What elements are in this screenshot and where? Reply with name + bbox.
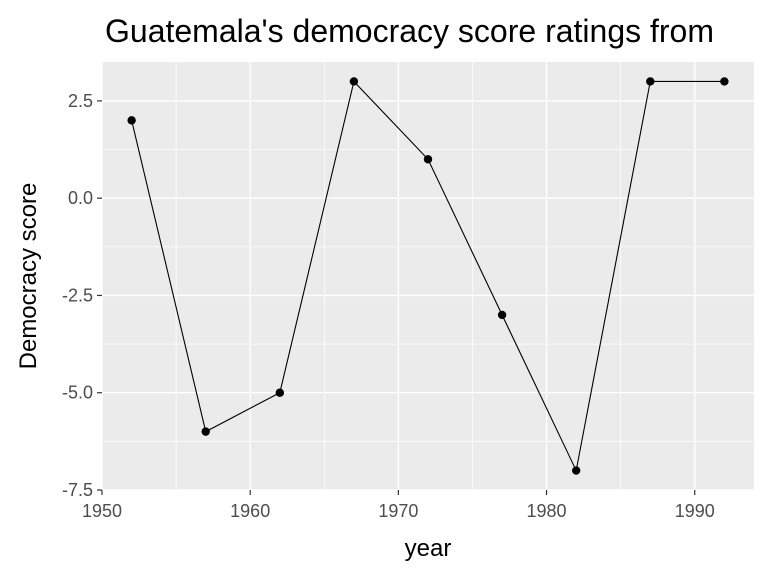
- y-tick-label: 0.0: [68, 188, 93, 208]
- x-tick-label: 1950: [82, 501, 122, 521]
- data-point: [127, 116, 136, 125]
- x-tick-label: 1960: [230, 501, 270, 521]
- axis-ticks: 1950 1960 1970 1980 1990 -7.5 -5.0 -2.5 0.0 2.5: [62, 91, 715, 521]
- data-point: [201, 427, 210, 436]
- x-tick-label: 1970: [378, 501, 418, 521]
- x-axis-title: year: [405, 535, 452, 562]
- y-tick-label: -2.5: [62, 285, 93, 305]
- x-tick-label: 1990: [675, 501, 715, 521]
- x-tick-label: 1980: [527, 501, 567, 521]
- major-gridlines: [101, 62, 754, 491]
- y-tick-label: -7.5: [62, 480, 93, 500]
- series-group: [127, 77, 729, 475]
- data-point: [423, 155, 433, 164]
- chart-title: Guatemala's democracy score ratings from: [105, 13, 714, 49]
- plot-panel: [102, 62, 754, 490]
- data-point: [275, 388, 285, 397]
- data-point: [349, 77, 359, 86]
- y-axis-title: Democracy score: [15, 183, 42, 370]
- data-point: [571, 466, 581, 475]
- minor-gridlines: [102, 62, 754, 490]
- data-point: [720, 77, 729, 86]
- data-point: [497, 310, 507, 320]
- y-tick-label: 2.5: [68, 91, 93, 111]
- data-point: [646, 77, 655, 86]
- y-tick-label: -5.0: [62, 383, 93, 403]
